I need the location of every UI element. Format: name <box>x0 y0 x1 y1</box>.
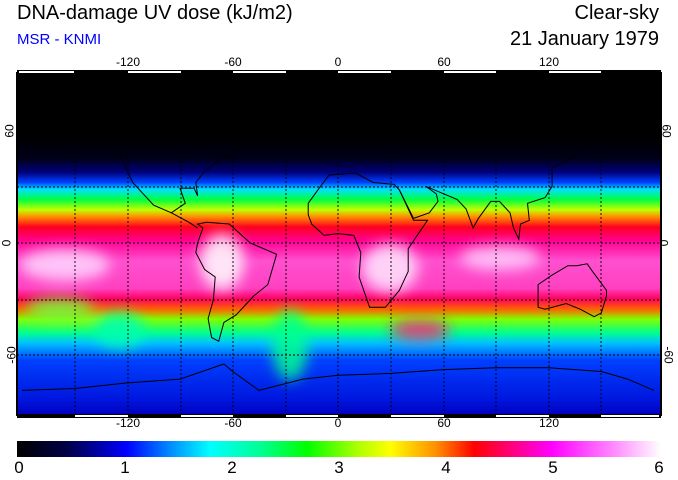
lat-tick-left: 60 <box>2 124 17 138</box>
graticule <box>17 73 661 415</box>
colorbar-tick: 6 <box>654 458 664 477</box>
lat-tick-right: 60 <box>659 124 674 138</box>
lat-tick-left: 0 <box>0 239 14 247</box>
colorbar <box>17 441 661 457</box>
lon-tick-bottom: -60 <box>224 416 242 430</box>
africa-outline <box>307 172 429 308</box>
date-label: 21 January 1979 <box>509 28 659 50</box>
colorbar-tick: 5 <box>548 458 558 477</box>
australia-outline <box>537 263 607 318</box>
lon-tick-bottom: -120 <box>115 416 141 430</box>
lat-tick-left: -60 <box>4 346 19 364</box>
lat-tick-right: -60 <box>661 346 676 364</box>
uv-dose-field <box>17 73 661 415</box>
lon-tick-bottom: 120 <box>538 416 560 430</box>
lon-tick-top: 0 <box>334 55 342 69</box>
lon-tick-bottom: 0 <box>334 416 342 430</box>
sky-condition-label: Clear-sky <box>574 2 659 24</box>
antarctica-outline <box>21 363 655 391</box>
colorbar-tick: 2 <box>227 458 237 477</box>
south-america-outline <box>195 221 278 343</box>
lon-tick-top: -120 <box>115 55 141 69</box>
asia-outline <box>398 148 585 242</box>
colorbar-tick: 0 <box>14 458 24 477</box>
lon-tick-top: 60 <box>437 55 451 69</box>
lon-tick-bottom: 60 <box>437 416 451 430</box>
lon-tick-top: -60 <box>224 55 242 69</box>
source-label: MSR - KNMI <box>17 31 102 48</box>
lon-tick-top: 120 <box>538 55 560 69</box>
colorbar-tick: 1 <box>120 458 130 477</box>
coastlines <box>21 125 655 391</box>
map-title: DNA-damage UV dose (kJ/m2) <box>17 2 293 24</box>
map-frame <box>16 70 662 418</box>
colorbar-tick: 3 <box>334 458 344 477</box>
central-america-outline <box>171 212 198 229</box>
colorbar-tick: 4 <box>441 458 451 477</box>
lat-tick-right: 0 <box>656 239 671 247</box>
north-america-outline <box>118 125 243 214</box>
